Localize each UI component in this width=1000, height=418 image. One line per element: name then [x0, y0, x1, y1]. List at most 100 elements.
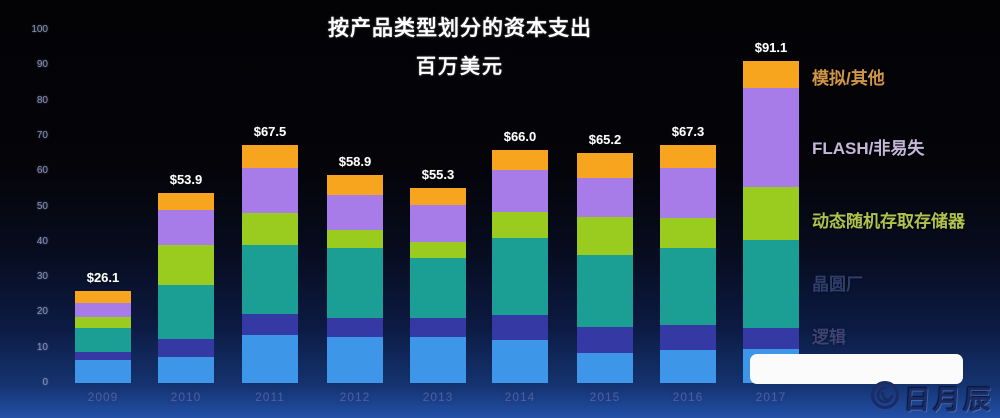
- bar-total-label-2016: $67.3: [671, 124, 705, 140]
- bar-segment-动态随机存取存储器-2009: [75, 316, 131, 328]
- bar-segment-动态随机存取存储器-2012: [327, 230, 383, 249]
- bar-2012: [327, 175, 383, 383]
- bar-segment-逻辑-2015: [577, 326, 633, 353]
- bar-segment-bottom-2011: [242, 334, 298, 383]
- bar-segment-晶圆厂-2013: [410, 257, 466, 319]
- bar-segment-FLASH/非易失-2009: [75, 303, 131, 317]
- watermark-logo: 日月辰: [870, 378, 995, 417]
- legend-item-foundry: 晶圆厂: [812, 275, 863, 294]
- legend-item-analog-other: 模拟/其他: [812, 69, 885, 88]
- bar-segment-FLASH/非易失-2010: [158, 210, 214, 245]
- bar-segment-动态随机存取存储器-2017: [743, 186, 799, 241]
- x-tick-label-2014: 2014: [504, 390, 536, 404]
- chart-title: 按产品类型划分的资本支出: [328, 17, 592, 40]
- bar-2016: [660, 145, 716, 383]
- bar-total-label-2014: $66.0: [503, 129, 537, 145]
- bar-total-label-2012: $58.9: [338, 154, 372, 170]
- legend-item-flash: FLASH/非易失: [812, 139, 925, 158]
- bar-segment-模拟/其他-2012: [327, 175, 383, 195]
- bar-segment-模拟/其他-2010: [158, 192, 214, 211]
- bar-2015: [577, 152, 633, 383]
- bar-segment-模拟/其他-2015: [577, 152, 633, 179]
- y-tick-label-10: 10: [36, 341, 48, 353]
- bar-segment-bottom-2014: [492, 339, 548, 383]
- x-tick-label-2011: 2011: [255, 390, 285, 404]
- bar-2017: [743, 61, 799, 383]
- bar-segment-动态随机存取存储器-2010: [158, 244, 214, 285]
- bar-total-label-2009: $26.1: [86, 269, 120, 285]
- y-tick-label-90: 90: [36, 59, 48, 71]
- y-tick-label-20: 20: [36, 306, 48, 318]
- watermark-swirl-icon: [870, 380, 900, 415]
- bar-2010: [158, 192, 214, 383]
- bar-segment-晶圆厂-2016: [660, 248, 716, 326]
- bar-segment-动态随机存取存储器-2015: [577, 216, 633, 255]
- x-tick-label-2013: 2013: [422, 390, 454, 404]
- bar-segment-逻辑-2011: [242, 314, 298, 335]
- bar-segment-FLASH/非易失-2012: [327, 194, 383, 231]
- bar-segment-逻辑-2013: [410, 318, 466, 338]
- bar-2014: [492, 150, 548, 383]
- watermark-text: 日月辰: [902, 385, 995, 415]
- x-tick-label-2015: 2015: [589, 390, 621, 404]
- bar-total-label-2015: $65.2: [588, 131, 622, 147]
- bar-segment-模拟/其他-2009: [75, 290, 131, 304]
- bar-segment-FLASH/非易失-2016: [660, 168, 716, 219]
- bar-segment-晶圆厂-2009: [75, 327, 131, 352]
- y-tick-label-50: 50: [36, 200, 48, 212]
- bar-segment-晶圆厂-2010: [158, 284, 214, 339]
- bar-segment-FLASH/非易失-2015: [577, 178, 633, 217]
- bar-segment-动态随机存取存储器-2014: [492, 211, 548, 239]
- bar-segment-bottom-2012: [327, 337, 383, 383]
- bar-total-label-2017: $91.1: [754, 40, 788, 56]
- white-cover-box: [750, 354, 963, 384]
- legend-item-logic: 逻辑: [812, 328, 846, 347]
- bar-total-label-2011: $67.5: [253, 123, 287, 139]
- bar-segment-逻辑-2016: [660, 325, 716, 351]
- y-tick-label-80: 80: [36, 94, 48, 106]
- y-tick-label-40: 40: [36, 235, 48, 247]
- bar-segment-动态随机存取存储器-2016: [660, 218, 716, 249]
- bar-segment-逻辑-2017: [743, 328, 799, 350]
- bar-segment-晶圆厂-2012: [327, 248, 383, 319]
- bar-segment-逻辑-2010: [158, 338, 214, 357]
- bar-segment-动态随机存取存储器-2011: [242, 212, 298, 245]
- x-tick-label-2016: 2016: [672, 390, 704, 404]
- bar-segment-晶圆厂-2014: [492, 238, 548, 315]
- bar-segment-模拟/其他-2014: [492, 150, 548, 171]
- bar-segment-动态随机存取存储器-2013: [410, 241, 466, 258]
- bar-segment-逻辑-2009: [75, 351, 131, 361]
- y-tick-label-60: 60: [36, 165, 48, 177]
- x-tick-label-2012: 2012: [339, 390, 371, 404]
- bar-segment-FLASH/非易失-2017: [743, 88, 799, 187]
- bar-segment-bottom-2016: [660, 350, 716, 383]
- y-tick-label-0: 0: [42, 377, 48, 388]
- bar-total-label-2010: $53.9: [169, 171, 203, 187]
- bar-segment-bottom-2010: [158, 356, 214, 383]
- bar-segment-晶圆厂-2015: [577, 254, 633, 327]
- x-tick-label-2010: 2010: [170, 390, 202, 404]
- bar-segment-模拟/其他-2016: [660, 145, 716, 169]
- bar-2013: [410, 187, 466, 383]
- bar-2009: [75, 290, 131, 383]
- bar-segment-晶圆厂-2011: [242, 244, 298, 315]
- bar-segment-bottom-2013: [410, 337, 466, 383]
- x-tick-label-2009: 2009: [87, 390, 119, 404]
- bar-2011: [242, 144, 298, 383]
- bar-segment-模拟/其他-2013: [410, 187, 466, 206]
- bar-segment-bottom-2009: [75, 360, 131, 383]
- bar-segment-模拟/其他-2011: [242, 144, 298, 168]
- bar-segment-bottom-2015: [577, 352, 633, 383]
- bar-segment-FLASH/非易失-2013: [410, 205, 466, 242]
- x-tick-label-2017: 2017: [755, 390, 787, 404]
- chart-title-block: 按产品类型划分的资本支出 百万美元: [280, 12, 640, 79]
- bar-segment-模拟/其他-2017: [743, 61, 799, 89]
- y-tick-label-30: 30: [36, 271, 48, 283]
- bar-segment-逻辑-2012: [327, 318, 383, 338]
- bar-segment-晶圆厂-2017: [743, 240, 799, 329]
- chart-subtitle: 百万美元: [416, 56, 504, 78]
- bar-segment-FLASH/非易失-2014: [492, 170, 548, 212]
- y-tick-label-70: 70: [36, 129, 48, 141]
- y-tick-label-100: 100: [31, 24, 48, 35]
